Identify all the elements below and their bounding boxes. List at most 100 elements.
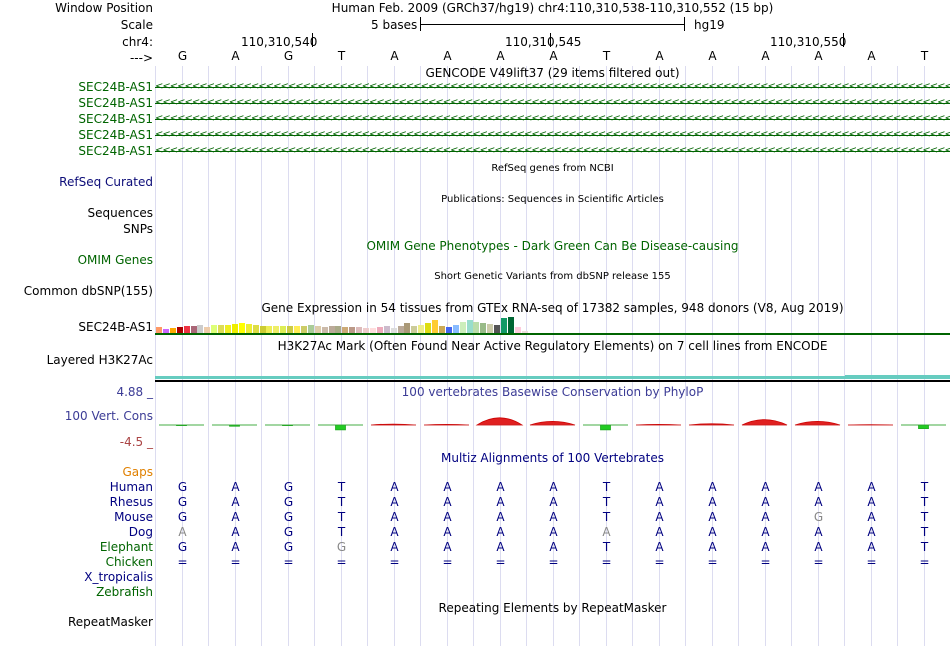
snps-track-label[interactable]: SNPs (123, 222, 153, 236)
gtex-tissue-bar[interactable] (287, 326, 294, 334)
gtex-tissue-bar[interactable] (273, 326, 280, 334)
browser-track-area[interactable]: Human Feb. 2009 (GRCh37/hg19) chr4:110,3… (155, 0, 950, 646)
gtex-track-label[interactable]: SEC24B-AS1 (78, 320, 153, 334)
gtex-tissue-bar[interactable] (397, 326, 404, 334)
multiz-base: A (443, 495, 452, 509)
multiz-base: A (761, 495, 770, 509)
gtex-tissue-bar[interactable] (514, 327, 521, 334)
multiz-base: T (602, 540, 611, 554)
gtex-tissue-bar[interactable] (259, 326, 266, 334)
gencode-gene-label[interactable]: SEC24B-AS1 (78, 128, 153, 142)
sequence-base: A (708, 49, 717, 63)
gtex-tissue-bar[interactable] (328, 326, 335, 334)
gtex-tissue-bar[interactable] (487, 324, 494, 334)
gtex-tissue-bar[interactable] (390, 328, 397, 334)
gtex-tissue-bar[interactable] (459, 322, 466, 334)
gtex-tissue-bar[interactable] (432, 320, 438, 334)
gtex-tissue-bar[interactable] (197, 325, 204, 334)
h3k27ac-baseline (155, 380, 950, 382)
repeatmasker-track-label[interactable]: RepeatMasker (67, 615, 153, 629)
gtex-tissue-bar[interactable] (183, 326, 190, 334)
gtex-tissue-bar[interactable] (238, 323, 245, 334)
gtex-tissue-bar[interactable] (218, 325, 225, 334)
gtex-tissue-bar[interactable] (211, 325, 218, 334)
gtex-tissue-bar[interactable] (404, 323, 411, 334)
gtex-tissue-bar[interactable] (363, 328, 369, 334)
gtex-tissue-bar[interactable] (266, 326, 273, 334)
gtex-tissue-bar[interactable] (501, 318, 507, 334)
gtex-tissue-bar[interactable] (231, 324, 238, 334)
sequences-track-label[interactable]: Sequences (87, 206, 153, 220)
cons-track-label[interactable]: 100 Vert. Cons (64, 409, 153, 423)
multiz-base: G (283, 510, 294, 524)
gtex-tissue-bar[interactable] (300, 326, 307, 334)
gtex-tissue-bar[interactable] (466, 320, 473, 334)
gencode-gene-label[interactable]: SEC24B-AS1 (78, 80, 153, 94)
grid-line (553, 66, 554, 646)
multiz-base: A (496, 495, 505, 509)
multiz-base: T (920, 525, 929, 539)
repeatmasker-track-title: Repeating Elements by RepeatMasker (438, 601, 667, 615)
gtex-tissue-bar[interactable] (356, 327, 363, 334)
gencode-gene-label[interactable]: SEC24B-AS1 (78, 112, 153, 126)
gtex-tissue-bar[interactable] (314, 326, 321, 334)
cons-wiggle-plot[interactable] (155, 400, 950, 445)
gtex-tissue-bar[interactable] (425, 323, 432, 334)
gtex-tissue-bar[interactable] (418, 325, 425, 334)
gtex-tissue-bar[interactable] (383, 326, 390, 334)
gene-strand-arrows[interactable]: <<<<<<<<<<<<<<<<<<<<<<<<<<<<<<<<<<<<<<<<… (155, 98, 950, 108)
gtex-tissue-bar[interactable] (321, 327, 328, 334)
gene-strand-arrows[interactable]: <<<<<<<<<<<<<<<<<<<<<<<<<<<<<<<<<<<<<<<<… (155, 114, 950, 124)
h3k27ac-track-label[interactable]: Layered H3K27Ac (46, 353, 153, 367)
multiz-base: G (177, 510, 188, 524)
grid-line (791, 66, 792, 646)
gtex-tissue-bar[interactable] (438, 326, 445, 334)
multiz-base: = (813, 555, 824, 569)
gencode-gene-label[interactable]: SEC24B-AS1 (78, 144, 153, 158)
multiz-base: = (601, 555, 612, 569)
gtex-tissue-bar[interactable] (411, 326, 418, 334)
gtex-tissue-bar[interactable] (452, 325, 459, 334)
multiz-base: A (655, 540, 664, 554)
gtex-tissue-bar[interactable] (521, 331, 528, 334)
gtex-tissue-bar[interactable] (369, 328, 376, 334)
gtex-tissue-bar[interactable] (376, 327, 383, 334)
gtex-tissue-bar[interactable] (204, 327, 211, 334)
track-label-column: Window Position Scale chr4: ---> SEC24B-… (0, 0, 153, 646)
gtex-tissue-bar[interactable] (473, 322, 480, 334)
gtex-tissue-bar[interactable] (252, 325, 259, 334)
gtex-tissue-bar[interactable] (245, 324, 252, 334)
gene-strand-arrows[interactable]: <<<<<<<<<<<<<<<<<<<<<<<<<<<<<<<<<<<<<<<<… (155, 130, 950, 140)
multiz-base: A (708, 510, 717, 524)
gencode-gene-label[interactable]: SEC24B-AS1 (78, 96, 153, 110)
gtex-tissue-bar[interactable] (176, 327, 183, 334)
omim-track-label[interactable]: OMIM Genes (77, 253, 153, 267)
gtex-tissue-bar[interactable] (190, 326, 197, 334)
gtex-tissue-bar[interactable] (307, 325, 314, 334)
gtex-tissue-bar[interactable] (294, 326, 300, 334)
assembly-label: hg19 (694, 18, 725, 32)
gene-intron-line (155, 151, 950, 152)
gtex-tissue-bar[interactable] (445, 327, 452, 334)
multiz-species-label: Chicken (105, 555, 153, 569)
gtex-bar-chart[interactable] (155, 316, 950, 334)
grid-line (897, 66, 898, 646)
gtex-tissue-bar[interactable] (169, 328, 176, 334)
gtex-tissue-bar[interactable] (156, 327, 162, 334)
multiz-base: A (814, 480, 823, 494)
gtex-tissue-bar[interactable] (335, 326, 342, 334)
sequence-base: A (761, 49, 770, 63)
gtex-tissue-bar[interactable] (494, 325, 501, 334)
gtex-tissue-bar[interactable] (280, 326, 287, 334)
multiz-base: G (177, 480, 188, 494)
gtex-tissue-bar[interactable] (162, 329, 169, 334)
gtex-tissue-bar[interactable] (225, 325, 231, 334)
gtex-tissue-bar[interactable] (349, 327, 356, 334)
gene-strand-arrows[interactable]: <<<<<<<<<<<<<<<<<<<<<<<<<<<<<<<<<<<<<<<<… (155, 82, 950, 92)
gtex-tissue-bar[interactable] (342, 327, 349, 334)
gene-strand-arrows[interactable]: <<<<<<<<<<<<<<<<<<<<<<<<<<<<<<<<<<<<<<<<… (155, 146, 950, 156)
refseq-track-label[interactable]: RefSeq Curated (59, 175, 153, 189)
gtex-tissue-bar[interactable] (507, 317, 514, 334)
gtex-tissue-bar[interactable] (480, 323, 487, 334)
dbsnp-track-label[interactable]: Common dbSNP(155) (23, 284, 153, 298)
